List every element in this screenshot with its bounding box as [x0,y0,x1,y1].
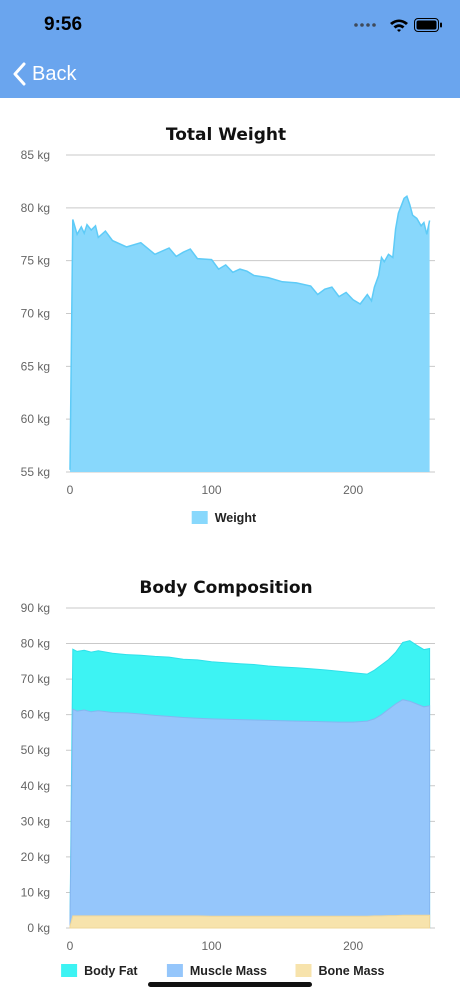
y-tick-label: 90 kg [21,601,50,615]
x-tick-label: 100 [202,939,222,953]
y-axis-ticks: 0 kg 10 kg 20 kg 30 kg 40 kg 50 kg 60 kg 70 kg 8… [21,601,50,935]
y-tick-label: 50 kg [21,743,50,757]
x-axis-ticks: 0 100 200 [67,939,364,953]
x-tick-label: 0 [67,483,74,497]
signal-icon [354,23,376,27]
home-indicator [148,982,312,987]
legend-label: Weight [215,511,257,525]
chart-legend: Body Fat Muscle Mass Bone Mass [61,964,385,978]
nav-header: 9:56 Back [0,0,460,98]
y-tick-label: 65 kg [21,359,50,373]
x-tick-label: 100 [202,483,222,497]
legend-swatch [61,964,78,977]
chevron-left-icon [13,62,26,86]
y-tick-label: 85 kg [21,148,50,162]
x-tick-label: 0 [67,939,74,953]
wifi-icon [390,19,408,32]
y-tick-label: 55 kg [21,465,50,479]
legend-label: Bone Mass [319,964,385,978]
y-tick-label: 10 kg [21,885,50,899]
y-tick-label: 20 kg [21,850,50,864]
y-tick-label: 70 kg [21,307,50,321]
legend-swatch [295,964,312,977]
y-tick-label: 75 kg [21,254,50,268]
y-tick-label: 30 kg [21,814,50,828]
y-tick-label: 80 kg [21,201,50,215]
back-button[interactable]: Back [12,58,76,90]
chart-title: Body Composition [139,578,312,598]
y-tick-label: 60 kg [21,412,50,426]
legend-swatch [166,964,183,977]
y-tick-label: 40 kg [21,779,50,793]
back-label: Back [32,62,77,85]
body-composition-chart: Body Composition 0 kg 10 kg 20 kg 30 kg 40 k… [21,578,435,978]
y-tick-label: 70 kg [21,672,50,686]
y-tick-label: 0 kg [27,921,50,935]
y-tick-label: 80 kg [21,637,50,651]
status-time: 9:56 [44,14,83,35]
weight-area [70,196,430,472]
y-tick-label: 60 kg [21,708,50,722]
legend-label: Muscle Mass [190,964,267,978]
y-axis-ticks: 55 kg 60 kg 65 kg 70 kg 75 kg 80 kg 85 kg [21,148,50,479]
x-axis-ticks: 0 100 200 [67,483,364,497]
legend-swatch [191,511,208,524]
x-tick-label: 200 [343,483,363,497]
chart-title: Total Weight [166,125,286,145]
chart-legend: Weight [191,511,257,525]
status-icons [354,18,442,32]
x-tick-label: 200 [343,939,363,953]
bone-mass-area [69,914,431,929]
battery-icon [414,18,442,32]
legend-label: Body Fat [84,964,138,978]
weight-line [69,194,431,470]
total-weight-chart: Total Weight 55 kg 60 kg 65 kg 70 kg 75 kg 80… [21,125,435,525]
muscle-mass-area [69,699,431,929]
